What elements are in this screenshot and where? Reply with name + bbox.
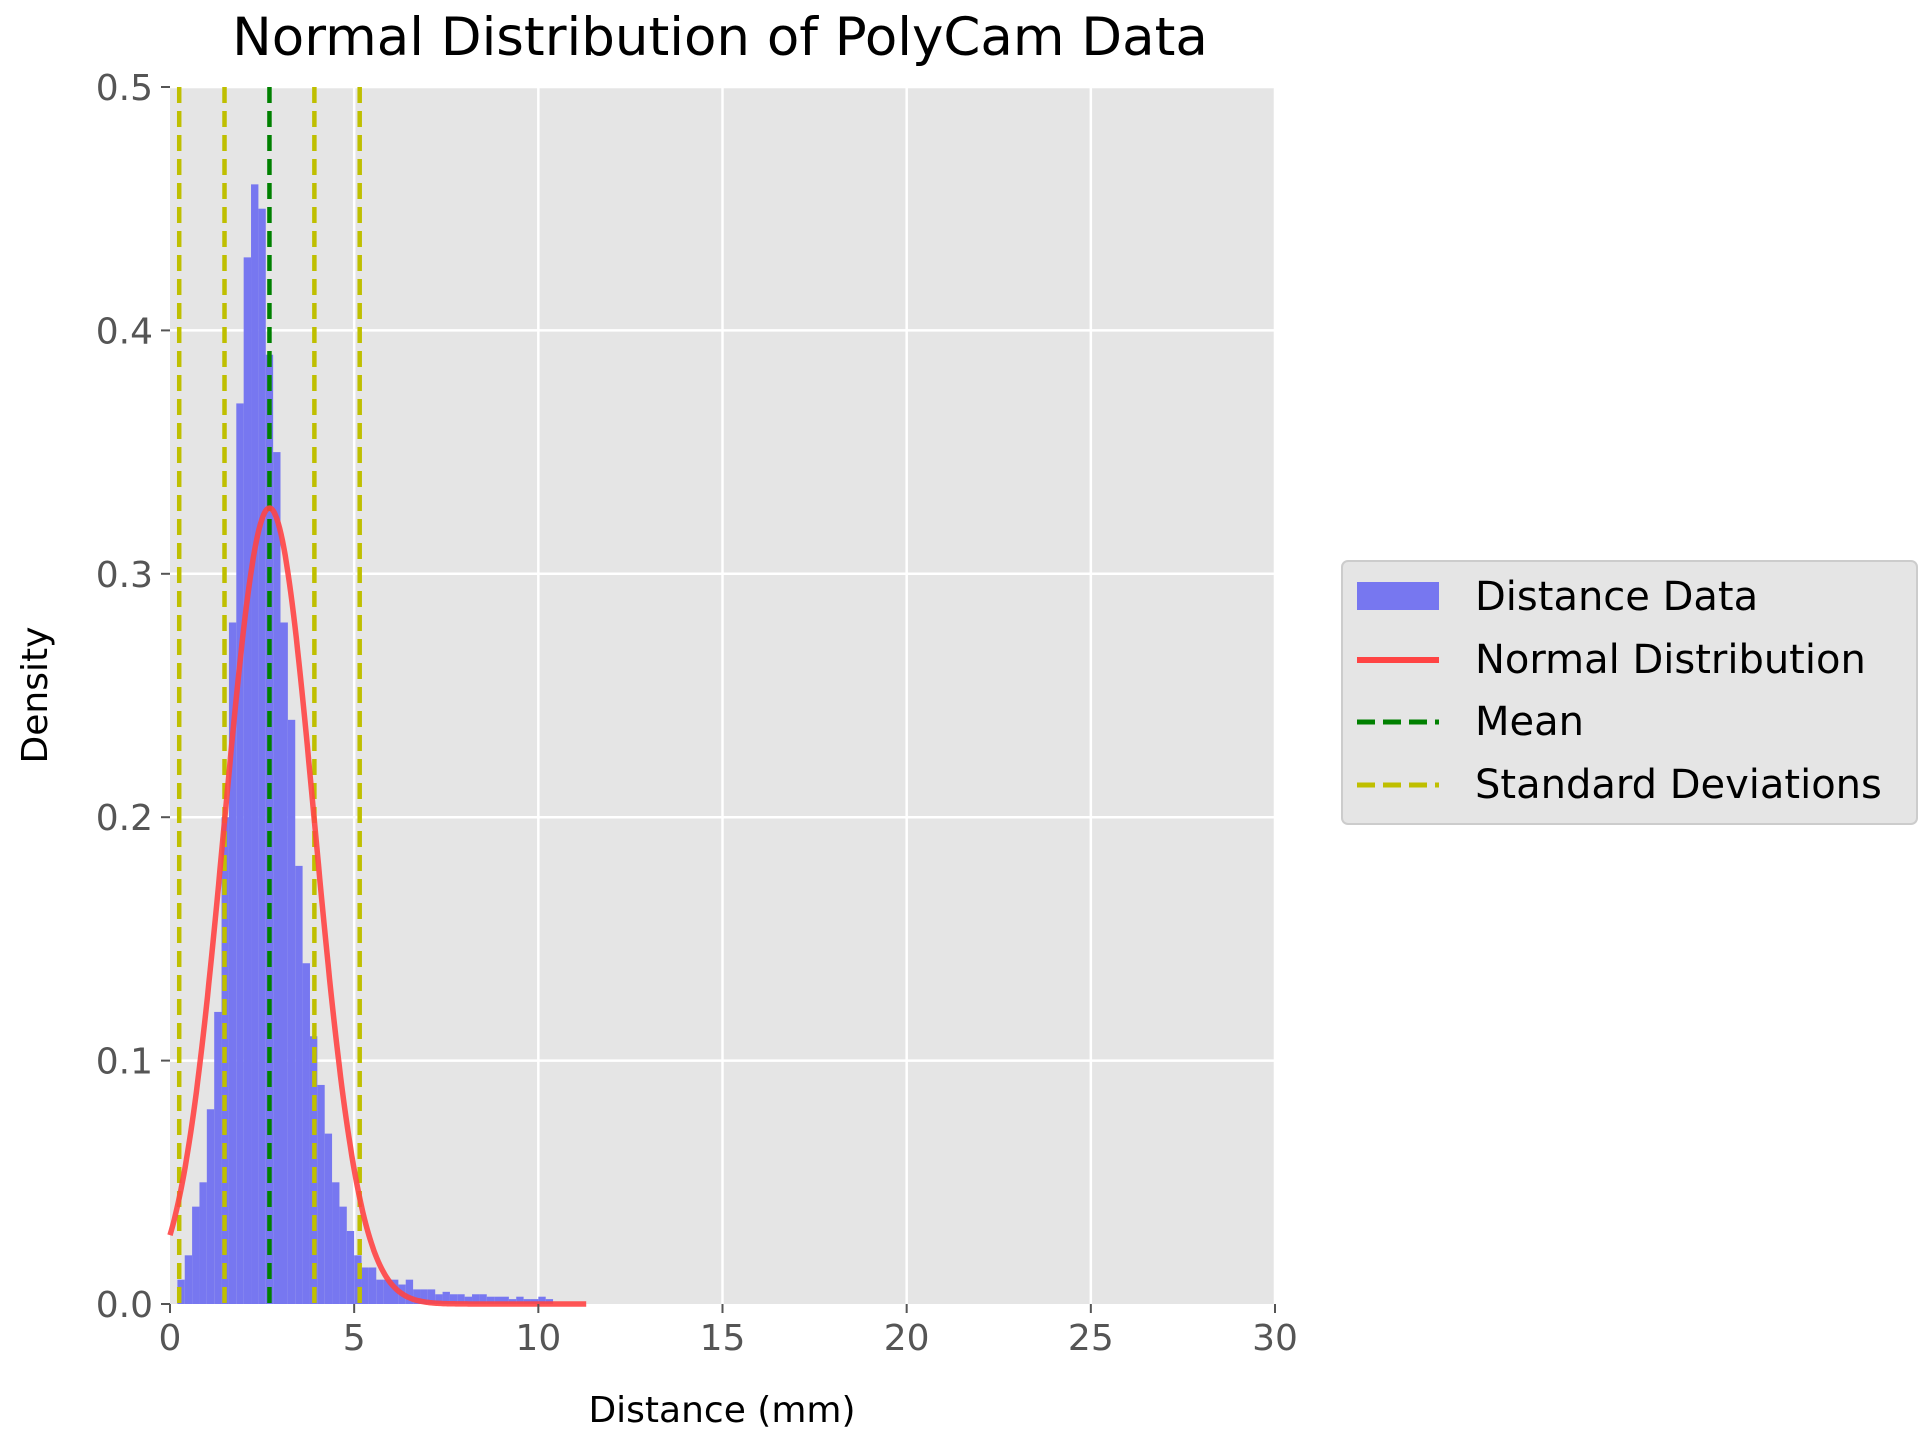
histogram-bar [339,1206,347,1304]
x-axis-label: Distance (mm) [588,1390,855,1431]
histogram-bar [494,1296,502,1304]
histogram-bar [442,1291,450,1304]
histogram-bar [295,865,303,1304]
x-tick-label: 10 [515,1318,561,1359]
y-axis-label: Density [15,627,56,764]
histogram-bar [199,1182,207,1304]
y-tick-label: 0.0 [96,1285,153,1326]
x-tick-label: 5 [343,1318,366,1359]
histogram-bar [516,1296,524,1304]
histogram-bar [486,1296,495,1304]
legend-frame [1341,560,1918,825]
histogram-bar [236,403,244,1304]
histogram-bar [376,1279,384,1304]
histogram-bar [206,1109,215,1304]
histogram-bar [324,1133,333,1304]
normal-curve [167,505,587,1307]
histogram-bar [251,184,259,1305]
y-tick-label: 0.5 [96,68,153,109]
histogram-bar [457,1294,465,1304]
legend-label-mean: Mean [1475,699,1584,745]
legend-label-distance-data: Distance Data [1475,574,1758,620]
histogram-bar [228,622,237,1304]
y-tick-label: 0.4 [96,311,153,352]
legend-swatch-distance-data [1357,582,1439,610]
histogram-bar [420,1289,428,1304]
histogram-bar [449,1294,458,1304]
histogram-bar [383,1279,391,1304]
histogram-bar [258,208,266,1305]
histogram-bar [391,1279,399,1304]
x-tick-label: 25 [1068,1318,1114,1359]
histogram-bar [287,719,296,1304]
legend-label-standard-deviations: Standard Deviations [1475,762,1882,808]
histogram-bar [346,1230,355,1304]
grid [170,85,1277,1304]
histogram-bar [479,1294,487,1304]
histogram-bar [472,1294,480,1304]
histogram-bar [243,257,252,1304]
histogram-bar [332,1182,340,1304]
histogram-bar [302,963,310,1304]
histogram-bar [464,1296,473,1304]
histogram-bar [280,622,288,1304]
y-tick-label: 0.2 [96,798,153,839]
histogram-bar [368,1267,377,1304]
histogram-bar [317,1084,325,1304]
histogram-bar [361,1267,369,1304]
histogram-bar [265,354,274,1304]
histogram-bar [192,1206,200,1304]
axis-ticks: 0 5 10 15 20 25 30 0.0 0.1 0.2 0.3 0.4 0.5 [96,68,1298,1359]
legend: Distance Data Normal Distribution Mean S… [1341,560,1918,825]
histogram-bar [214,1011,222,1304]
histogram-bar [435,1294,443,1304]
x-tick-label: 0 [159,1318,182,1359]
y-tick-label: 0.1 [96,1042,153,1083]
histogram-bar [184,1255,193,1304]
x-tick-label: 15 [700,1318,746,1359]
histogram-bar [538,1296,546,1304]
histogram-bar [354,1255,362,1304]
histogram-bar [427,1289,436,1304]
x-tick-label: 20 [884,1318,930,1359]
histogram-bar [413,1289,421,1304]
legend-label-normal-distribution: Normal Distribution [1475,637,1866,683]
histogram-bar [501,1296,509,1304]
y-tick-label: 0.3 [96,555,153,596]
histogram-bar [273,452,281,1305]
x-tick-label: 30 [1252,1318,1298,1359]
chart-title: Normal Distribution of PolyCam Data [232,7,1208,68]
histogram-bar [405,1279,414,1304]
reference-lines [176,87,362,1304]
